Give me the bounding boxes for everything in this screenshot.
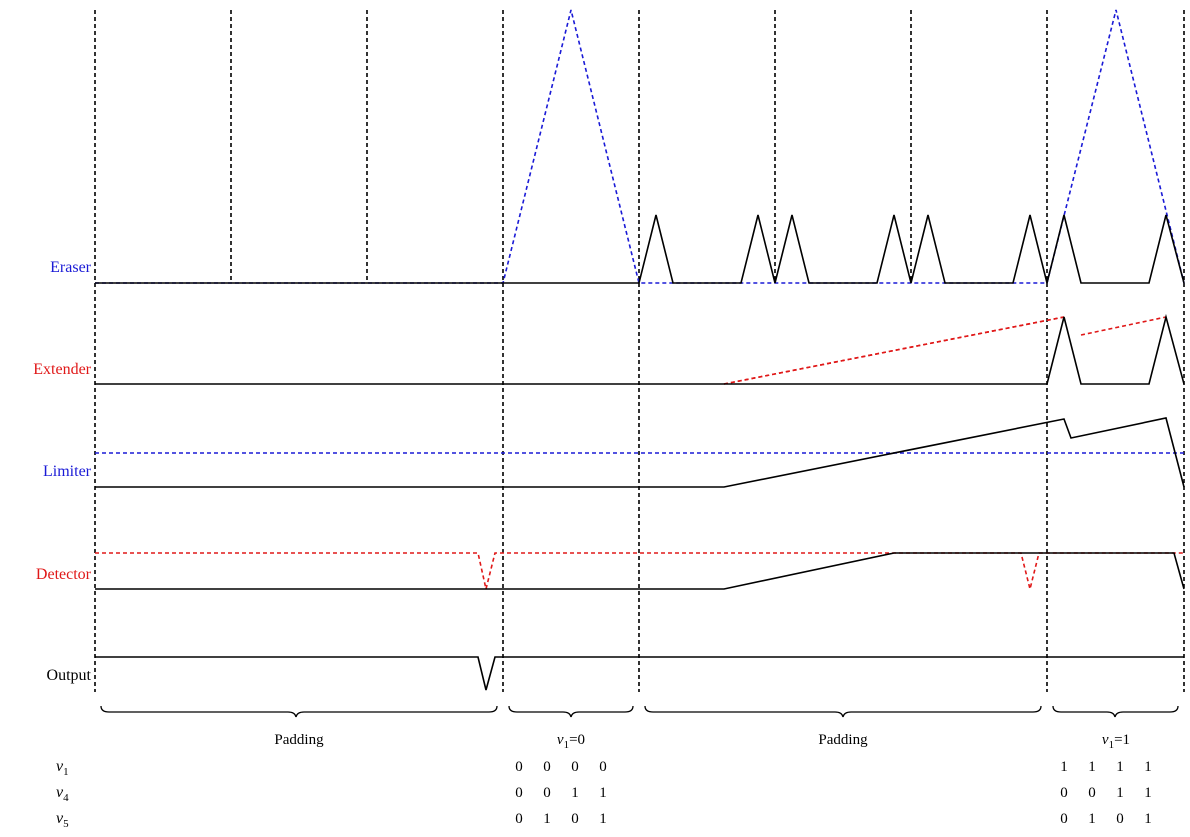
phase-label-padding-1: Padding — [274, 732, 324, 748]
phase-var: v — [557, 732, 564, 748]
bit-cell-right: 1 — [1116, 785, 1124, 801]
bit-cell-right: 1 — [1144, 785, 1152, 801]
signal-labels: Eraser Extender Limiter Detector Output — [33, 259, 91, 684]
bit-cell-right: 1 — [1088, 811, 1096, 827]
time-markers — [94, 10, 1185, 692]
eraser-black-pulses — [503, 214, 1185, 284]
bit-cell-right: 1 — [1088, 759, 1096, 775]
bit-cell-left: 1 — [543, 811, 551, 827]
phase-label-v1-1: v1=1 — [1102, 732, 1130, 751]
bit-cell-right: 0 — [1060, 811, 1068, 827]
extender-track — [95, 313, 1185, 385]
row-var-label: v1 — [56, 758, 69, 778]
detector-track — [95, 552, 1185, 590]
phase-braces — [100, 705, 1179, 718]
brace-padding-1 — [100, 705, 498, 718]
brace-padding-2 — [644, 705, 1042, 718]
eraser-track — [95, 9, 1185, 284]
row-var-sub: 4 — [63, 792, 69, 804]
bit-cell-right: 0 — [1060, 785, 1068, 801]
bit-cell-left: 0 — [515, 759, 523, 775]
row-var: v — [56, 810, 64, 827]
bit-cell-right: 1 — [1144, 759, 1152, 775]
signal-label-extender: Extender — [33, 361, 91, 378]
phase-var: v — [1102, 732, 1109, 748]
bit-cell-right: 1 — [1144, 811, 1152, 827]
row-var-sub: 1 — [63, 766, 69, 778]
row-var-label: v4 — [56, 784, 69, 804]
phase-label-padding-2: Padding — [818, 732, 868, 748]
phase-rest: =0 — [569, 732, 585, 748]
phase-labels: Padding v1=0 Padding v1=1 — [274, 732, 1130, 751]
limiter-track — [95, 417, 1185, 488]
detector-red-signal — [95, 552, 1184, 590]
row-var-sub: 5 — [63, 818, 69, 830]
detector-black-signal — [95, 552, 1185, 590]
output-track — [95, 656, 1184, 691]
bit-cell-right: 0 — [1088, 785, 1096, 801]
row-var: v — [56, 758, 64, 775]
brace-v1-0 — [508, 705, 634, 718]
row-var: v — [56, 784, 64, 801]
bit-cell-left: 1 — [599, 811, 607, 827]
phase-sub: 1 — [564, 739, 570, 751]
bit-cell-left: 0 — [543, 785, 551, 801]
bit-cell-left: 0 — [599, 759, 607, 775]
phase-sub: 1 — [1109, 739, 1115, 751]
row-var-label: v5 — [56, 810, 69, 830]
bit-cell-left: 0 — [571, 759, 579, 775]
phase-rest: =1 — [1114, 732, 1130, 748]
bit-cell-left: 0 — [515, 811, 523, 827]
bit-cell-right: 0 — [1116, 811, 1124, 827]
limiter-black-signal — [95, 417, 1185, 488]
signal-label-output: Output — [47, 667, 92, 684]
bit-cell-left: 0 — [543, 759, 551, 775]
brace-v1-1 — [1052, 705, 1179, 718]
bit-cell-right: 1 — [1060, 759, 1068, 775]
bit-cell-left: 1 — [571, 785, 579, 801]
variable-table: v1 0 0 0 0 1 1 1 1v4 0 0 1 1 0 0 1 1v5 0 1 0 1 0 1 0 1 — [56, 758, 1152, 830]
signal-label-detector: Detector — [36, 566, 92, 583]
phase-label-v1-0: v1=0 — [557, 732, 585, 751]
signal-label-limiter: Limiter — [43, 463, 92, 480]
bit-cell-right: 1 — [1116, 759, 1124, 775]
output-black-signal — [95, 656, 1184, 691]
bit-cell-left: 0 — [571, 811, 579, 827]
extender-red-ramp — [723, 316, 1065, 385]
bit-cell-left: 0 — [515, 785, 523, 801]
signal-label-eraser: Eraser — [50, 259, 92, 276]
extender-red-ramp-2 — [1080, 316, 1167, 336]
extender-black-signal — [95, 313, 1185, 385]
bit-cell-left: 1 — [599, 785, 607, 801]
